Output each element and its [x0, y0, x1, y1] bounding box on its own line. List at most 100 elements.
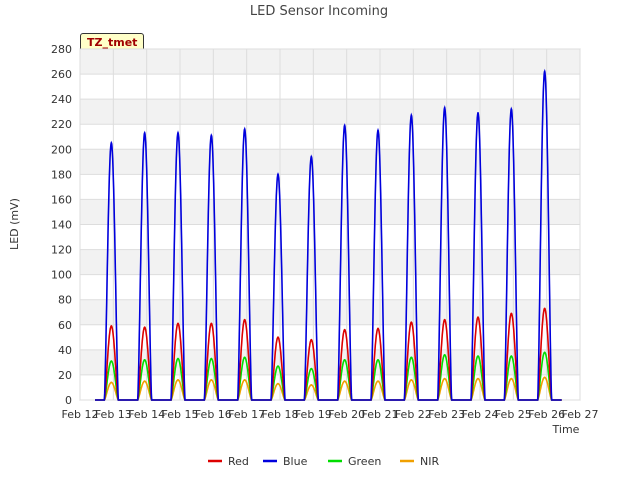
data-point-blue	[110, 142, 113, 144]
data-point-nir	[177, 379, 179, 381]
data-point-nir	[277, 382, 279, 385]
plot-band	[80, 99, 580, 125]
data-point-green	[243, 356, 246, 359]
data-point-blue	[277, 173, 279, 176]
x-tick-label: Feb 12	[62, 408, 99, 421]
x-tick-label: Feb 18	[262, 408, 299, 421]
series-line-blue	[95, 68, 562, 401]
y-tick-label: 160	[51, 193, 72, 206]
plot-band	[80, 174, 580, 200]
data-point-red	[410, 321, 413, 324]
legend-label: Blue	[283, 455, 308, 468]
y-tick-label: 260	[51, 68, 72, 81]
data-point-nir	[243, 379, 246, 381]
legend-item-green[interactable]: Green	[328, 455, 381, 468]
x-tick-label: Feb 22	[395, 408, 432, 421]
data-point-blue	[377, 129, 379, 132]
data-point-nir	[443, 377, 446, 380]
y-tick-label: 120	[51, 244, 72, 257]
x-tick-label: Feb 21	[362, 408, 399, 421]
y-tick-label: 20	[58, 369, 72, 382]
y-tick-label: 240	[51, 93, 72, 106]
data-point-red	[543, 307, 546, 310]
data-point-green	[310, 367, 313, 370]
plot-band	[80, 149, 580, 175]
y-tick-label: 0	[65, 394, 72, 407]
data-point-nir	[477, 377, 479, 380]
legend-label: NIR	[420, 455, 439, 468]
data-point-green	[543, 351, 546, 354]
data-point-red	[177, 322, 179, 325]
x-tick-label: Feb 14	[128, 408, 165, 421]
data-point-red	[377, 327, 379, 330]
data-point-red	[477, 316, 479, 319]
data-point-red	[243, 318, 246, 321]
data-point-green	[510, 355, 513, 358]
data-point-red	[443, 318, 446, 321]
data-point-nir	[310, 384, 313, 386]
data-point-red	[343, 328, 346, 331]
x-tick-label: Feb 20	[328, 408, 365, 421]
data-point-blue	[477, 112, 479, 114]
chart-title: LED Sensor Incoming	[250, 4, 388, 19]
data-point-red	[277, 336, 279, 339]
plot-band	[80, 324, 580, 350]
plot-band	[80, 299, 580, 325]
y-tick-label: 40	[58, 344, 72, 357]
plot-band	[80, 224, 580, 250]
data-point-red	[210, 322, 213, 325]
legend-item-red[interactable]: Red	[208, 455, 249, 468]
x-axis-label: Time	[552, 423, 580, 436]
y-axis-label: LED (mV)	[8, 198, 21, 250]
x-tick-label: Feb 27	[562, 408, 599, 421]
y-tick-label: 220	[51, 118, 72, 131]
x-tick-label: Feb 15	[162, 408, 199, 421]
data-point-nir	[110, 381, 113, 384]
data-point-nir	[410, 379, 413, 381]
data-point-green	[343, 358, 346, 361]
legend-item-nir[interactable]: NIR	[400, 455, 439, 468]
y-tick-label: 200	[51, 143, 72, 156]
legend-label: Green	[348, 455, 381, 468]
data-point-blue	[443, 107, 446, 109]
x-tick-label: Feb 24	[462, 408, 499, 421]
plot-band	[80, 374, 580, 400]
data-point-red	[310, 338, 313, 341]
data-point-blue	[410, 114, 413, 117]
plot-band	[80, 349, 580, 375]
data-point-blue	[243, 128, 246, 131]
x-tick-label: Feb 13	[95, 408, 132, 421]
data-point-nir	[343, 380, 346, 383]
data-point-green	[443, 353, 446, 356]
data-point-nir	[510, 377, 513, 380]
legend: Red Blue Green NIR	[208, 455, 439, 468]
data-point-red	[110, 325, 113, 327]
plot-band	[80, 274, 580, 300]
data-point-green	[477, 355, 479, 358]
data-point-nir	[210, 379, 213, 381]
data-point-blue	[210, 134, 213, 137]
data-point-red	[143, 326, 146, 329]
y-tick-label: 100	[51, 269, 72, 282]
plot-band	[80, 124, 580, 150]
data-point-blue	[177, 132, 179, 134]
x-tick-label: Feb 25	[495, 408, 532, 421]
data-point-nir	[143, 380, 146, 383]
x-tick-label: Feb 23	[428, 408, 465, 421]
data-point-blue	[143, 132, 146, 134]
data-point-blue	[310, 155, 313, 158]
data-point-red	[510, 312, 513, 315]
data-point-green	[143, 358, 146, 361]
data-point-blue	[510, 108, 513, 111]
legend-label: Red	[228, 455, 249, 468]
data-point-green	[277, 365, 279, 368]
series-blue	[95, 68, 562, 401]
plot-band	[80, 74, 580, 100]
x-tick-label: Feb 17	[228, 408, 265, 421]
y-tick-label: 140	[51, 219, 72, 232]
legend-item-blue[interactable]: Blue	[263, 455, 308, 468]
x-tick-label: Feb 26	[528, 408, 565, 421]
plot-band	[80, 49, 580, 75]
data-point-blue	[543, 70, 546, 73]
